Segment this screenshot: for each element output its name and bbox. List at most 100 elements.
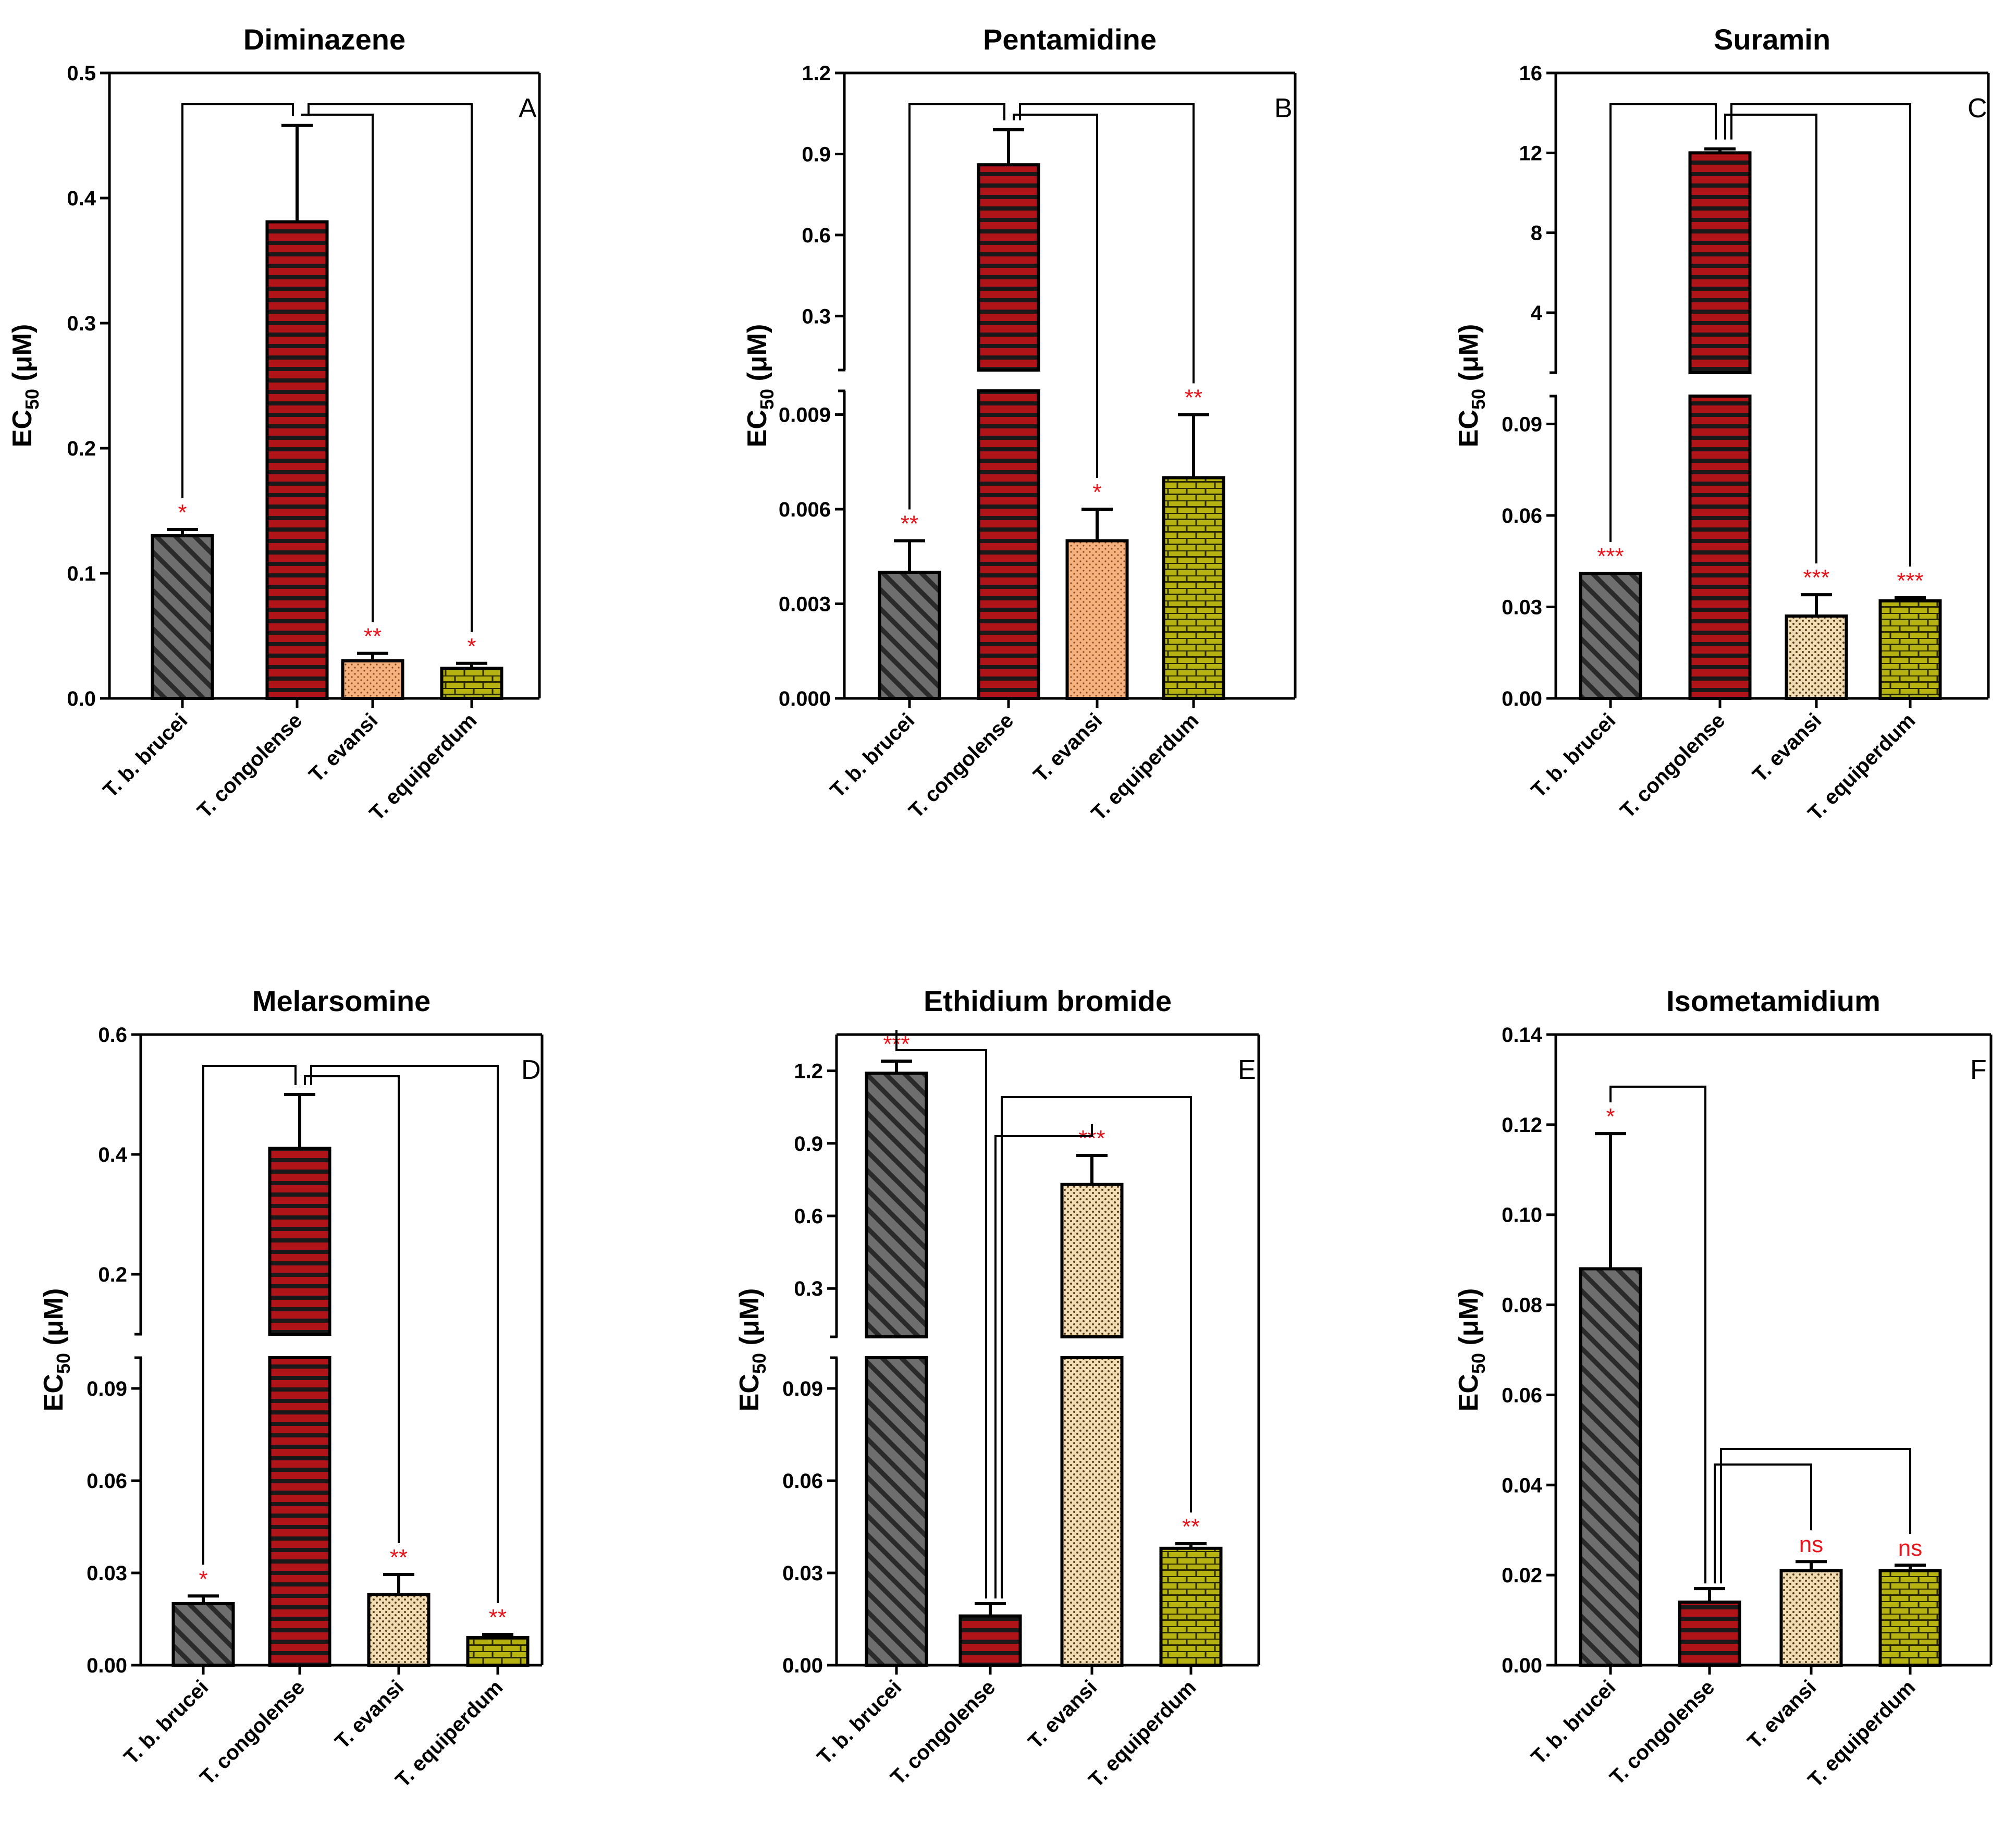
y-axis-label: EC50 (μM) [742, 324, 778, 448]
comparison-bracket [1720, 1448, 1911, 1584]
y-tick-label: 0.3 [67, 312, 96, 335]
comparison-bracket [908, 103, 1005, 510]
bar-0-lower [865, 1356, 928, 1667]
y-tick-label: 0.02 [1502, 1564, 1542, 1587]
y-tick-label: 1.2 [794, 1060, 823, 1083]
chart-panel-a: Diminazene A 0.0 0.1 0.2 0.3 0.4 0.5 EC50 (μM) T.… [7, 23, 541, 825]
chart-title: Suramin [1714, 23, 1830, 56]
chart-title: Melarsomine [252, 985, 431, 1017]
y-tick-label: 0.3 [802, 305, 831, 328]
x-tick-label: T. congolense [193, 709, 306, 822]
significance-label: ** [1185, 385, 1202, 411]
comparison-bracket [1724, 114, 1817, 564]
y-tick-label: 1.2 [802, 62, 831, 85]
chart-title: Isometamidium [1666, 985, 1880, 1017]
bar-3 [1878, 599, 1942, 700]
chart-panel-f: Isometamidium F 0.00 0.02 0.04 0.06 0.08 0.10 0.… [1454, 985, 1993, 1792]
x-tick-label: T. evansi [1029, 709, 1107, 786]
y-tick-label: 0.03 [87, 1562, 127, 1585]
significance-label: * [467, 634, 476, 659]
chart-title: Pentamidine [983, 23, 1157, 56]
x-tick-label: T. evansi [1743, 1676, 1821, 1753]
ylabel-unit: (μM) [39, 1288, 69, 1353]
comparison-bracket [310, 1065, 499, 1603]
comparison-bracket [304, 1075, 400, 1543]
y-tick-label: 12 [1519, 142, 1543, 165]
significance-label: ns [1898, 1535, 1922, 1561]
y-tick-label: 0.03 [782, 1562, 823, 1585]
comparison-bracket [895, 1030, 987, 1598]
comparison-bracket [1609, 1086, 1706, 1584]
y-tick-label: 0.1 [67, 562, 96, 585]
panel-letter: C [1968, 93, 1987, 124]
chart-title: Ethidium bromide [924, 985, 1172, 1017]
comparison-bracket [1730, 103, 1911, 567]
x-tick-label: T. evansi [304, 709, 382, 786]
y-tick-label: 0.04 [1502, 1474, 1543, 1497]
y-tick-label: 0.10 [1502, 1204, 1542, 1227]
y-tick-label: 0.00 [1502, 1654, 1542, 1677]
significance-label: *** [1803, 565, 1829, 591]
y-tick-label: 0.9 [794, 1133, 823, 1155]
x-tick-label: T. b. brucei [826, 709, 919, 802]
x-tick-label: T. congolense [195, 1676, 309, 1789]
bar-2 [367, 1593, 431, 1667]
y-tick-label: 0.06 [1502, 1384, 1542, 1407]
chart-panel-c: Suramin C 0.00 0.03 0.06 0.09 4 8 12 16 EC50 (μM) T… [1454, 23, 1990, 825]
ylabel-main: EC [734, 1374, 765, 1411]
ylabel-sub: 50 [21, 389, 43, 410]
y-tick-label: 0.12 [1502, 1114, 1542, 1137]
ylabel-unit: (μM) [1454, 1288, 1484, 1353]
comparison-bracket [1013, 114, 1098, 478]
y-axis-label: EC50 (μM) [734, 1288, 770, 1412]
y-tick-label: 0.14 [1502, 1024, 1543, 1047]
panel-letter: A [519, 93, 537, 124]
ylabel-unit: (μM) [7, 324, 38, 389]
bar-1 [1678, 1601, 1741, 1667]
significance-label: * [199, 1566, 207, 1592]
panel-letter: D [521, 1055, 541, 1085]
x-tick-label: T. b. brucei [813, 1676, 906, 1769]
bar-0 [171, 1602, 235, 1667]
bar-1 [958, 1614, 1022, 1667]
significance-label: ** [901, 511, 918, 537]
significance-label: * [1092, 479, 1101, 505]
y-tick-label: 0.000 [779, 687, 831, 710]
bar-2 [341, 659, 404, 700]
y-tick-label: 0.6 [98, 1024, 127, 1047]
significance-label: * [1606, 1104, 1615, 1129]
y-tick-label: 0.3 [794, 1277, 823, 1300]
comparison-bracket [181, 103, 294, 498]
y-tick-label: 0.2 [98, 1263, 127, 1286]
bar-2-lower [1060, 1356, 1124, 1667]
y-tick-label: 0.6 [802, 224, 831, 247]
ylabel-unit: (μM) [1454, 324, 1484, 389]
bar-3 [1159, 1546, 1223, 1667]
x-tick-label: T. b. brucei [99, 709, 192, 802]
y-tick-label: 0.5 [67, 62, 96, 85]
significance-label: ** [364, 624, 382, 649]
y-axis-label: EC50 (μM) [1454, 324, 1489, 448]
y-tick-label: 16 [1519, 62, 1543, 85]
bar-1-lower [977, 389, 1040, 700]
y-tick-label: 0.06 [782, 1470, 823, 1493]
significance-label: ** [1182, 1514, 1200, 1540]
ylabel-main: EC [1454, 410, 1484, 447]
ylabel-main: EC [39, 1374, 69, 1411]
ylabel-unit: (μM) [742, 324, 772, 389]
y-axis-label: EC50 (μM) [39, 1288, 74, 1412]
bar-2 [1065, 539, 1129, 700]
y-tick-label: 8 [1531, 222, 1542, 245]
y-tick-label: 0.4 [67, 187, 96, 210]
chart-panel-b: Pentamidine B 0.000 0.003 0.006 0.009 0.3 0.6 0.… [742, 23, 1297, 825]
y-tick-label: 0.6 [794, 1205, 823, 1228]
significance-label: ** [489, 1605, 507, 1630]
y-tick-label: 0.9 [802, 143, 831, 166]
ylabel-main: EC [742, 410, 772, 447]
comparison-bracket [1609, 103, 1717, 543]
significance-label: * [178, 500, 187, 525]
bar-3 [466, 1635, 530, 1667]
x-tick-label: T. b. brucei [1527, 709, 1620, 802]
bar-3 [1878, 1569, 1942, 1667]
